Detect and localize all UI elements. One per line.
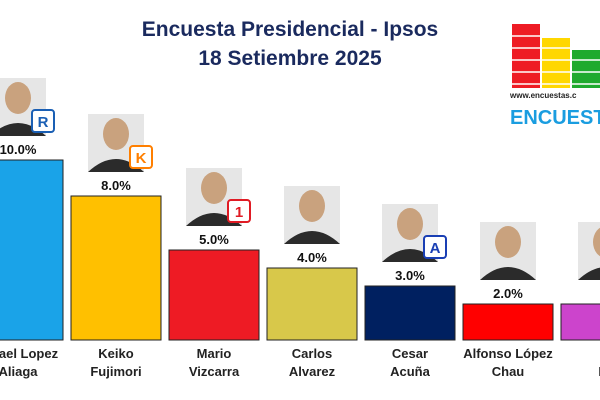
bar xyxy=(0,159,64,341)
candidate-photo xyxy=(480,222,536,280)
bar xyxy=(364,285,456,341)
logo-url: www.encuestas.c xyxy=(510,91,577,100)
svg-text:K: K xyxy=(136,150,147,167)
category-label: Keiko xyxy=(98,346,133,361)
candidate-photo xyxy=(284,186,340,244)
candidate-photo xyxy=(578,222,600,280)
bar xyxy=(560,303,600,341)
data-label: 3.0% xyxy=(395,268,425,283)
bar xyxy=(168,249,260,341)
category-label: Vizcarra xyxy=(189,364,240,379)
svg-text:A: A xyxy=(430,240,441,257)
category-label: Carlos xyxy=(292,346,332,361)
category-label: Rafael Lopez xyxy=(0,346,59,361)
data-label: 8.0% xyxy=(101,178,131,193)
chart-title: Encuesta Presidencial - Ipsos xyxy=(141,18,439,41)
party-logo-icon: A xyxy=(423,235,447,259)
data-label: 2.0% xyxy=(493,286,523,301)
logo-brand: ENCUEST xyxy=(510,107,600,129)
category-label: Chau xyxy=(492,364,525,379)
category-label: Alfonso López xyxy=(463,346,553,361)
data-label: 5.0% xyxy=(199,232,229,247)
encuestas-logo: www.encuestas.c ENCUEST xyxy=(510,24,600,129)
candidate-photo xyxy=(0,78,46,136)
category-label: Aliaga xyxy=(0,364,38,379)
bar xyxy=(266,267,358,341)
bar xyxy=(70,195,162,341)
svg-text:1: 1 xyxy=(235,204,243,221)
category-label: Cesar xyxy=(392,346,428,361)
data-label: 4.0% xyxy=(297,250,327,265)
candidate-photo xyxy=(186,168,242,226)
party-logo-icon: K xyxy=(129,145,153,169)
category-label: Alvarez xyxy=(289,364,336,379)
party-logo-icon: 1 xyxy=(227,199,251,223)
category-label: Mario xyxy=(197,346,232,361)
category-label: Le xyxy=(598,364,600,379)
bar xyxy=(462,303,554,341)
category-label: Acuña xyxy=(390,364,431,379)
svg-text:R: R xyxy=(38,114,49,131)
chart-subtitle: 18 Setiembre 2025 xyxy=(198,47,382,70)
party-logo-icon: R xyxy=(31,109,55,133)
category-label: Fujimori xyxy=(90,364,141,379)
data-label: 10.0% xyxy=(0,142,37,157)
